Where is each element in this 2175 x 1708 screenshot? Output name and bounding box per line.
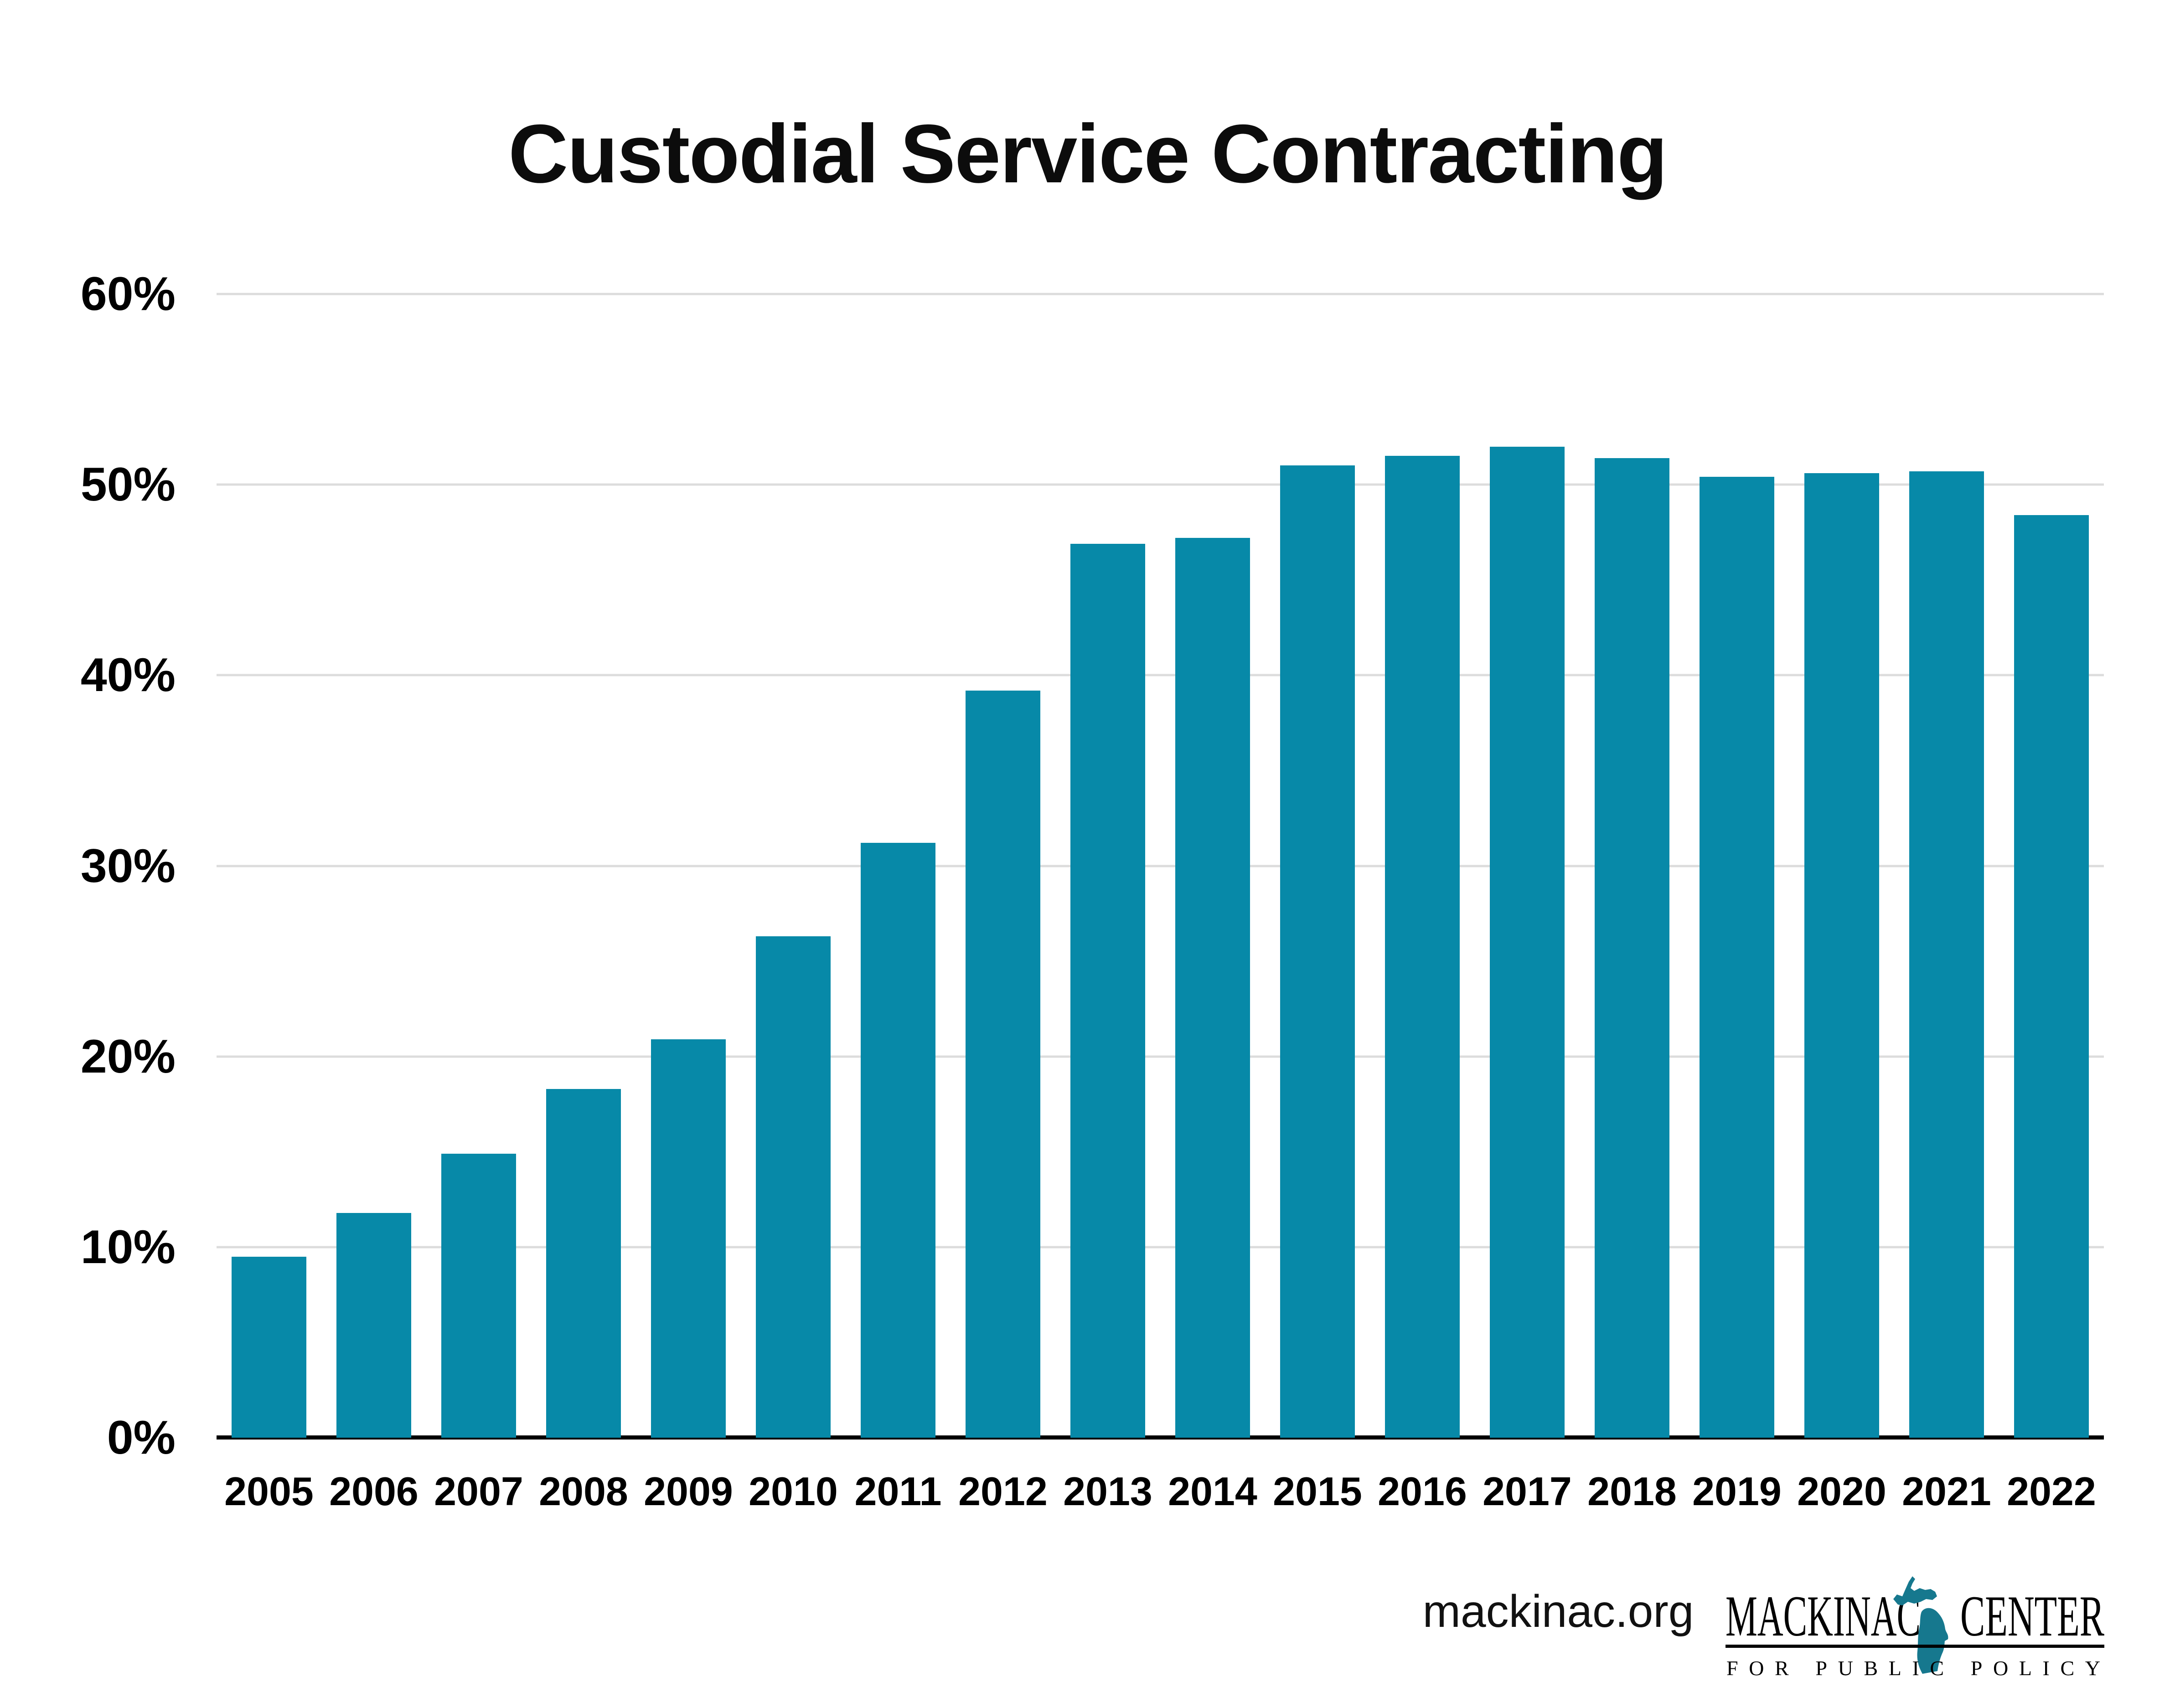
bar-slot-2005 xyxy=(217,294,321,1438)
bar-slot-2022 xyxy=(1999,294,2104,1438)
bar-slot-2012 xyxy=(951,294,1055,1438)
bar-slot-2015 xyxy=(1265,294,1370,1438)
y-tick-label: 30% xyxy=(80,839,176,893)
x-tick-label-2011: 2011 xyxy=(854,1469,942,1514)
chart-title: Custodial Service Contracting xyxy=(508,107,1668,200)
x-tick-label-2006: 2006 xyxy=(329,1469,418,1514)
y-tick-label: 50% xyxy=(80,458,176,511)
y-tick-label: 60% xyxy=(80,268,176,320)
bar-2019 xyxy=(1700,477,1774,1438)
x-tick-label-2016: 2016 xyxy=(1378,1469,1467,1514)
bar-2009 xyxy=(651,1039,726,1438)
x-tick-label-2014: 2014 xyxy=(1168,1469,1257,1514)
bar-slot-2016 xyxy=(1370,294,1475,1438)
x-tick-label-2010: 2010 xyxy=(749,1469,838,1514)
bar-chart-plot-area xyxy=(217,293,2104,1440)
x-tick-label-2020: 2020 xyxy=(1797,1469,1886,1514)
x-axis-line xyxy=(217,1435,2104,1440)
bar-slot-2019 xyxy=(1684,294,1789,1438)
bar-slot-2017 xyxy=(1475,294,1580,1438)
x-tick-label-2008: 2008 xyxy=(539,1469,628,1514)
bar-slot-2021 xyxy=(1894,294,1999,1438)
x-tick-label-2021: 2021 xyxy=(1902,1469,1991,1514)
x-tick-label-2017: 2017 xyxy=(1483,1469,1572,1514)
bar-2022 xyxy=(2014,515,2089,1438)
bar-slot-2010 xyxy=(741,294,846,1438)
website-url: mackinac.org xyxy=(1422,1586,1694,1637)
bar-slot-2009 xyxy=(636,294,741,1438)
gridline-20% xyxy=(217,1055,2104,1058)
x-tick-label-2007: 2007 xyxy=(434,1469,523,1514)
bar-slot-2013 xyxy=(1055,294,1160,1438)
bar-2017 xyxy=(1490,446,1565,1438)
bar-slot-2020 xyxy=(1789,294,1894,1438)
bar-slot-2014 xyxy=(1160,294,1265,1438)
y-tick-label: 20% xyxy=(80,1030,176,1083)
bar-2016 xyxy=(1385,456,1460,1438)
bar-2007 xyxy=(441,1153,516,1438)
gridline-40% xyxy=(217,674,2104,676)
x-tick-label-2005: 2005 xyxy=(224,1469,314,1514)
bar-slot-2008 xyxy=(531,294,636,1438)
x-tick-label-2009: 2009 xyxy=(644,1469,733,1514)
bar-slot-2006 xyxy=(321,294,426,1438)
logo-word-mackinac: MACKINAC xyxy=(1726,1584,1921,1648)
gridline-60% xyxy=(217,293,2104,295)
y-tick-label: 40% xyxy=(80,649,176,702)
bar-2018 xyxy=(1595,458,1669,1438)
y-tick-label: 10% xyxy=(80,1220,176,1274)
x-tick-label-2018: 2018 xyxy=(1587,1469,1677,1514)
bar-slot-2007 xyxy=(426,294,531,1438)
mackinac-center-logo: MACKINAC CENTER FOR PUBLIC POLICY xyxy=(1726,1576,2104,1680)
gridline-10% xyxy=(217,1246,2104,1249)
bar-2008 xyxy=(546,1089,621,1438)
x-tick-label-2019: 2019 xyxy=(1692,1469,1782,1514)
bar-slot-2011 xyxy=(846,294,951,1438)
bar-2010 xyxy=(756,936,831,1438)
bar-2015 xyxy=(1280,465,1355,1438)
gridline-50% xyxy=(217,483,2104,486)
bar-2006 xyxy=(336,1213,411,1438)
bar-2014 xyxy=(1175,538,1250,1438)
y-tick-label: 0% xyxy=(107,1411,176,1464)
x-tick-label-2022: 2022 xyxy=(2007,1469,2096,1514)
bar-2011 xyxy=(861,843,935,1438)
bar-2020 xyxy=(1804,473,1879,1438)
x-tick-label-2015: 2015 xyxy=(1273,1469,1362,1514)
bar-2021 xyxy=(1909,471,1984,1438)
bar-2013 xyxy=(1070,543,1145,1438)
gridline-30% xyxy=(217,865,2104,867)
logo-word-center: CENTER xyxy=(1960,1584,2104,1648)
bar-2012 xyxy=(966,690,1040,1438)
logo-divider-rule xyxy=(1726,1645,2104,1648)
x-tick-label-2012: 2012 xyxy=(958,1469,1048,1514)
michigan-state-icon xyxy=(1893,1576,1948,1674)
logo-tagline: FOR PUBLIC POLICY xyxy=(1726,1656,2100,1680)
bar-2005 xyxy=(232,1256,306,1438)
bar-slot-2018 xyxy=(1580,294,1684,1438)
x-tick-label-2013: 2013 xyxy=(1063,1469,1152,1514)
